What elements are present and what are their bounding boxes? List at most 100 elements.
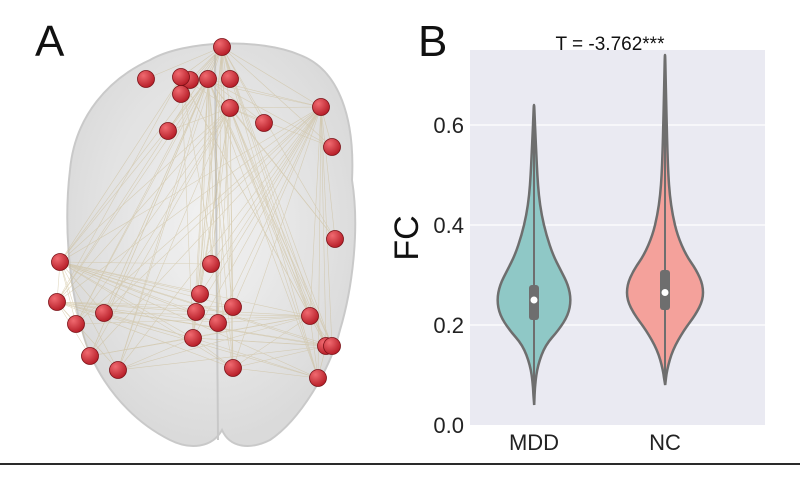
connectivity-edge: [207, 78, 234, 308]
connectivity-edge: [59, 78, 209, 263]
connectivity-edge: [221, 46, 265, 124]
connectivity-edge: [229, 107, 327, 347]
brain-node: [312, 98, 330, 116]
connectivity-edge: [89, 337, 194, 357]
connectivity-edge: [59, 261, 311, 317]
brain-node: [326, 230, 344, 248]
connectivity-edge: [210, 107, 231, 265]
connectivity-edge: [320, 106, 327, 347]
connectivity-edge: [59, 261, 197, 313]
connectivity-edge: [232, 315, 311, 369]
connectivity-edge: [232, 367, 319, 379]
connectivity-edge: [207, 78, 234, 369]
connectivity-edge: [192, 337, 319, 379]
connectivity-edge: [56, 301, 197, 313]
brain-node: [209, 314, 227, 332]
brain-node: [95, 304, 113, 322]
connectivity-edge: [210, 106, 322, 265]
y-axis-label: FC: [388, 215, 426, 260]
connectivity-edge: [221, 46, 336, 240]
connectivity-edge: [56, 301, 311, 317]
connectivity-edge: [56, 301, 119, 371]
connectivity-edge: [103, 312, 194, 339]
connectivity-edge: [232, 106, 322, 308]
brain-node: [255, 114, 273, 132]
y-tick-label: 0.6: [433, 113, 464, 138]
connectivity-edge: [229, 107, 234, 369]
connectivity-edge: [59, 261, 212, 265]
connectivity-edge: [192, 337, 333, 347]
connectivity-edge: [56, 106, 322, 303]
connectivity-edge: [199, 46, 223, 295]
connectivity-edge: [232, 106, 322, 369]
connectivity-edge: [103, 78, 209, 314]
median-dot-nc: [661, 289, 669, 296]
plot-area: [470, 50, 765, 425]
connectivity-edge: [59, 261, 234, 369]
connectivity-edge: [59, 107, 231, 263]
brain-node: [109, 361, 127, 379]
connectivity-edge: [59, 76, 182, 263]
connectivity-edge: [145, 46, 223, 80]
connectivity-edge: [320, 106, 333, 347]
connectivity-edge: [117, 46, 223, 371]
connectivity-edge: [207, 78, 212, 265]
connectivity-edge: [229, 107, 311, 317]
brain-node: [51, 253, 69, 271]
connectivity-edge: [309, 106, 322, 317]
brain-node: [323, 337, 341, 355]
connectivity-edge: [229, 107, 319, 379]
connectivity-edge: [56, 46, 223, 303]
brain-node: [221, 99, 239, 117]
connectivity-edge: [207, 78, 265, 124]
connectivity-edge: [217, 106, 322, 324]
connectivity-edge: [229, 106, 322, 109]
connectivity-edge: [75, 78, 209, 325]
connectivity-edge: [75, 107, 231, 325]
brain-node: [224, 359, 242, 377]
brain-node: [48, 293, 66, 311]
brain-node: [323, 138, 341, 156]
connectivity-edge: [117, 78, 209, 371]
connectivity-edge: [59, 261, 77, 325]
connectivity-edge: [309, 315, 319, 379]
connectivity-edge: [221, 46, 333, 148]
connectivity-edge: [221, 46, 234, 308]
brain-node: [224, 298, 242, 316]
connectivity-edge: [89, 107, 231, 357]
connectivity-edge: [89, 106, 322, 357]
panel-label-b: B: [418, 17, 448, 66]
connectivity-edge: [180, 76, 194, 339]
connectivity-edge: [117, 107, 231, 371]
connectivity-edge: [180, 76, 327, 347]
brain-node: [184, 329, 202, 347]
brain-node: [301, 307, 319, 325]
brain-node: [172, 68, 190, 86]
connectivity-edge: [217, 315, 311, 324]
brain-node: [81, 347, 99, 365]
connectivity-edge: [317, 106, 322, 379]
x-tick-label: NC: [649, 430, 681, 455]
x-tick-label: MDD: [509, 430, 559, 455]
connectivity-edge: [221, 46, 322, 108]
bottom-divider: [0, 463, 800, 465]
connectivity-edge: [117, 337, 194, 371]
connectivity-edge: [217, 46, 223, 324]
connectivity-edge: [59, 106, 322, 263]
connectivity-edge: [56, 301, 194, 339]
connectivity-edge: [59, 261, 105, 314]
chart-title: T = -3.762***: [556, 34, 666, 55]
connectivity-edge: [320, 106, 336, 240]
brain-node: [187, 303, 205, 321]
brain-node: [202, 255, 220, 273]
brain-node: [191, 285, 209, 303]
connectivity-edge: [56, 301, 234, 369]
brain-node: [67, 315, 85, 333]
connectivity-edge: [229, 107, 333, 148]
connectivity-edge: [103, 312, 311, 317]
brain-node: [159, 122, 177, 140]
connectivity-edge: [229, 107, 333, 347]
y-tick-label: 0.2: [433, 313, 464, 338]
connectivity-edge: [207, 78, 219, 324]
